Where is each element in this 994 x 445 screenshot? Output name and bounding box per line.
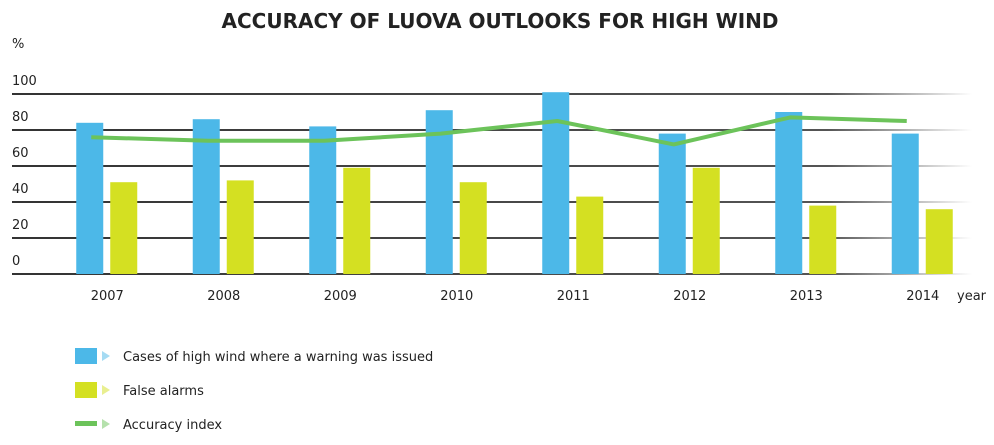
- chart-title: ACCURACY OF LUOVA OUTLOOKS FOR HIGH WIND: [222, 9, 779, 33]
- bar: [425, 110, 453, 274]
- x-tick-label: 2008: [207, 289, 240, 304]
- grid-line: [12, 273, 972, 275]
- legend-swatch: [75, 348, 97, 364]
- x-tick-label: 2010: [440, 289, 473, 304]
- line: [91, 115, 907, 147]
- bar: [576, 196, 604, 274]
- legend-arrow: [102, 419, 110, 429]
- y-tick-label: 0: [12, 254, 20, 269]
- legend-label: Cases of high wind where a warning was i…: [123, 350, 433, 365]
- legend-swatch: [75, 421, 97, 426]
- legend-label: False alarms: [123, 384, 204, 399]
- bar: [925, 209, 953, 274]
- bar: [226, 180, 254, 274]
- bar: [343, 167, 371, 274]
- y-tick-label: 20: [12, 218, 29, 233]
- bar: [775, 112, 803, 274]
- legend-swatch: [75, 382, 97, 398]
- y-tick-label: 80: [12, 110, 29, 125]
- legend-arrow: [102, 385, 110, 395]
- x-tick-label: 2014: [906, 289, 939, 304]
- legend-label: Accuracy index: [123, 418, 222, 433]
- y-tick-label: 100: [12, 74, 37, 89]
- bar: [692, 167, 720, 274]
- y-tick-label: 40: [12, 182, 29, 197]
- bar: [891, 133, 919, 274]
- bar: [809, 205, 837, 274]
- bar: [459, 182, 487, 274]
- bar: [76, 122, 104, 274]
- x-tick-label: 2009: [324, 289, 357, 304]
- bar: [658, 133, 686, 274]
- x-axis-label: year: [957, 289, 987, 304]
- x-tick-label: 2013: [790, 289, 823, 304]
- x-tick-label: 2011: [557, 289, 590, 304]
- grid-line: [12, 165, 972, 167]
- grid-line: [12, 201, 972, 203]
- y-tick-label: 60: [12, 146, 29, 161]
- grid-line: [12, 237, 972, 239]
- y-axis-label: %: [12, 37, 24, 52]
- bar: [192, 119, 220, 274]
- x-tick-label: 2012: [673, 289, 706, 304]
- bar: [309, 126, 337, 275]
- x-tick-label: 2007: [91, 289, 124, 304]
- grid-line: [12, 93, 972, 95]
- legend-arrow: [102, 351, 110, 361]
- bar: [110, 182, 138, 274]
